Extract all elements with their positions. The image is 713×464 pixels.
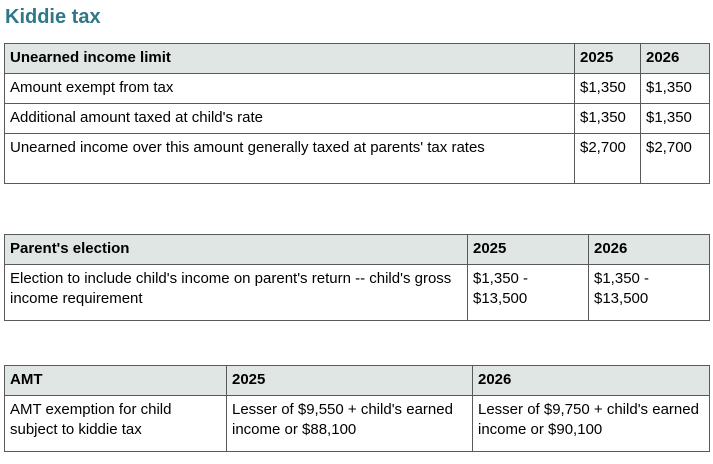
column-header-2026: 2026 [640, 43, 710, 74]
row-label: Additional amount taxed at child's rate [4, 103, 575, 134]
table-title-cell: Parent's election [4, 234, 468, 265]
table-title-cell: Unearned income limit [4, 43, 575, 74]
table-header-row: Unearned income limit 2025 2026 [4, 43, 710, 74]
unearned-income-limit-table: Unearned income limit 2025 2026 Amount e… [4, 43, 710, 184]
column-header-2026: 2026 [588, 234, 710, 265]
value-2025: $1,350 [574, 103, 641, 134]
row-label: Unearned income over this amount general… [4, 133, 575, 184]
column-header-2025: 2025 [467, 234, 589, 265]
value-2025: $1,350 [574, 73, 641, 104]
value-2025: $1,350 - $13,500 [467, 264, 589, 321]
table-header-row: AMT 2025 2026 [4, 365, 710, 396]
value-2026: Lesser of $9,750 + child's earned income… [472, 395, 710, 452]
page-title: Kiddie tax [5, 6, 101, 28]
row-label: Amount exempt from tax [4, 73, 575, 104]
value-2025: $2,700 [574, 133, 641, 184]
parents-election-table: Parent's election 2025 2026 Election to … [4, 234, 710, 321]
table-row: Amount exempt from tax $1,350 $1,350 [4, 73, 710, 104]
value-2026: $1,350 - $13,500 [588, 264, 710, 321]
amt-table: AMT 2025 2026 AMT exemption for child su… [4, 365, 710, 452]
table-title-cell: AMT [4, 365, 227, 396]
table-row: Unearned income over this amount general… [4, 133, 710, 184]
column-header-2025: 2025 [574, 43, 641, 74]
column-header-2025: 2025 [226, 365, 473, 396]
value-2026: $2,700 [640, 133, 710, 184]
table-row: AMT exemption for child subject to kiddi… [4, 395, 710, 452]
row-label: AMT exemption for child subject to kiddi… [4, 395, 227, 452]
value-2026: $1,350 [640, 103, 710, 134]
value-2026: $1,350 [640, 73, 710, 104]
table-header-row: Parent's election 2025 2026 [4, 234, 710, 265]
row-label: Election to include child's income on pa… [4, 264, 468, 321]
table-row: Additional amount taxed at child's rate … [4, 103, 710, 134]
column-header-2026: 2026 [472, 365, 710, 396]
table-row: Election to include child's income on pa… [4, 264, 710, 321]
value-2025: Lesser of $9,550 + child's earned income… [226, 395, 473, 452]
